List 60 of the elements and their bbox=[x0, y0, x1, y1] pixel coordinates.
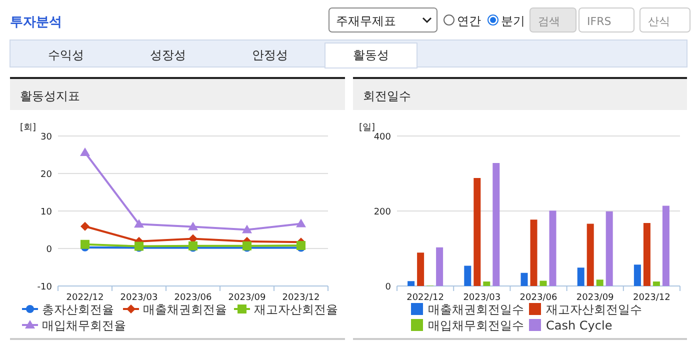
y-tick-label: 200 bbox=[374, 208, 392, 218]
chart-title: 회전일수 bbox=[363, 89, 411, 103]
point bbox=[80, 240, 90, 249]
point bbox=[242, 224, 252, 234]
bar bbox=[530, 220, 538, 286]
x-tick-label: 2023/06 bbox=[520, 293, 558, 303]
y-tick-label: 0 bbox=[46, 245, 52, 255]
y-tick-label: 400 bbox=[374, 132, 392, 142]
bar bbox=[634, 264, 641, 286]
y-axis-title: [일] bbox=[359, 123, 376, 133]
legend-label: 매입채무회전율 bbox=[42, 318, 126, 332]
point bbox=[80, 148, 90, 156]
bar bbox=[652, 282, 660, 286]
bar bbox=[586, 224, 594, 286]
x-tick-label: 2023/09 bbox=[228, 293, 266, 303]
bar bbox=[483, 282, 490, 286]
legend-label: 매출채권회전일수 bbox=[428, 302, 524, 316]
x-tick-label: 2022/12 bbox=[406, 293, 444, 303]
bar bbox=[436, 247, 444, 286]
x-tick-label: 2023/03 bbox=[120, 293, 158, 303]
bar bbox=[540, 280, 547, 286]
point bbox=[134, 219, 144, 228]
x-tick-label: 2023/06 bbox=[174, 293, 212, 303]
bar bbox=[606, 211, 613, 286]
bar bbox=[474, 178, 481, 286]
bar bbox=[596, 280, 604, 286]
y-tick-label: -10 bbox=[37, 282, 52, 292]
x-tick-label: 2023/09 bbox=[576, 293, 614, 303]
legend-label: 재고자산회전율 bbox=[254, 302, 338, 316]
point bbox=[188, 241, 198, 250]
bar bbox=[417, 252, 424, 286]
point bbox=[80, 222, 90, 231]
bar bbox=[662, 206, 670, 286]
legend-label: 총자산회전율 bbox=[42, 302, 114, 316]
x-tick-label: 2023/03 bbox=[463, 293, 501, 303]
page-header: 투자분석 주재무제표 연간 분기 검색 IFRS 산식 수익성 성장성 안정성 활동성 bbox=[10, 8, 690, 68]
legend-label: 재고자산회전일수 bbox=[546, 302, 642, 316]
point bbox=[296, 241, 306, 250]
y-tick-label: 20 bbox=[40, 170, 52, 180]
bar bbox=[643, 223, 650, 286]
point bbox=[242, 241, 252, 250]
y-axis-title: [회] bbox=[20, 123, 36, 133]
chart-title: 활동성지표 bbox=[20, 89, 80, 103]
x-tick-label: 2023/12 bbox=[282, 293, 320, 303]
bar bbox=[408, 281, 415, 286]
bar bbox=[520, 272, 528, 286]
legend-label: 매입채무회전일수 bbox=[428, 318, 524, 332]
x-tick-label: 2023/12 bbox=[633, 293, 670, 303]
y-tick-label: 0 bbox=[385, 282, 392, 292]
bar bbox=[492, 163, 500, 286]
y-tick-label: 10 bbox=[40, 208, 52, 218]
bar bbox=[549, 210, 556, 286]
y-tick-label: 30 bbox=[40, 132, 52, 142]
bar bbox=[577, 268, 584, 286]
point bbox=[296, 218, 306, 228]
legend-label: Cash Cycle bbox=[546, 318, 612, 332]
point bbox=[188, 222, 198, 230]
legend-label: 매출채권회전율 bbox=[143, 302, 227, 316]
bar bbox=[464, 266, 472, 286]
x-tick-label: 2022/12 bbox=[66, 293, 104, 303]
